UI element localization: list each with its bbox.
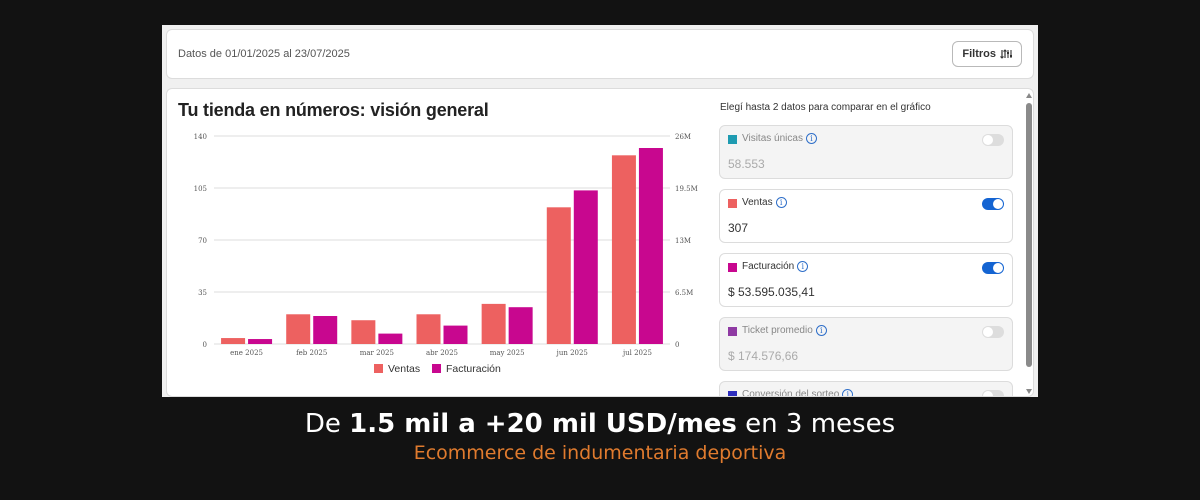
metric-color-swatch — [728, 263, 737, 272]
metric-label: Ticket promedio i — [742, 325, 827, 336]
toggle-knob — [993, 263, 1003, 273]
y-left-tick-label: 140 — [194, 133, 207, 141]
info-icon[interactable]: i — [797, 261, 809, 272]
metric-toggle[interactable] — [982, 198, 1004, 210]
metric-color-swatch — [728, 391, 737, 396]
info-icon[interactable]: i — [815, 325, 827, 336]
y-right-tick-label: 6.5M — [675, 289, 693, 297]
info-icon[interactable]: i — [775, 197, 787, 208]
legend-swatch-ventas — [374, 364, 383, 373]
metric-card[interactable]: Ventas i 307 — [719, 189, 1013, 243]
bar-ventas — [481, 303, 506, 344]
caption-prefix: De — [304, 409, 350, 439]
metric-label-text: Conversión del sorteo — [742, 389, 840, 397]
scroll-thumb[interactable] — [1026, 103, 1032, 367]
metric-label-text: Ticket promedio — [742, 325, 813, 336]
overview-chart: 0 35 70 105 140 0 6.5M 13M 19.5M 26M ene 2025 feb… — [194, 133, 698, 375]
legend-swatch-facturacion — [432, 364, 441, 373]
toggle-knob — [983, 391, 993, 396]
chart-gridlines — [214, 135, 670, 345]
metric-value: 307 — [728, 221, 749, 235]
caption-suffix: en 3 meses — [736, 409, 896, 439]
x-tick-label: ene 2025 — [230, 349, 263, 357]
info-icon[interactable]: i — [842, 389, 854, 396]
sliders-icon — [1000, 49, 1012, 59]
date-filter-bar: Datos de 01/01/2025 al 23/07/2025 Filtro… — [166, 29, 1034, 79]
y-left-tick-label: 105 — [194, 185, 207, 193]
metric-toggle[interactable] — [982, 262, 1004, 274]
metric-label: Ventas i — [742, 197, 787, 208]
bar-facturacion — [378, 333, 403, 344]
x-tick-label: may 2025 — [490, 349, 525, 357]
bar-facturacion — [248, 339, 273, 344]
metric-label-text: Ventas — [742, 197, 773, 208]
caption-headline: De 1.5 mil a +20 mil USD/mes en 3 meses — [0, 409, 1200, 439]
bar-ventas — [416, 314, 441, 344]
scroll-down-arrow-icon[interactable] — [1026, 389, 1032, 394]
x-tick-label: abr 2025 — [426, 349, 458, 357]
y-right-tick-label: 19.5M — [675, 185, 698, 193]
toggle-knob — [993, 199, 1003, 209]
panel-title: Tu tienda en números: visión general — [178, 100, 489, 120]
bar-facturacion — [313, 316, 338, 344]
bar-ventas — [351, 320, 376, 344]
metric-toggle[interactable] — [982, 134, 1004, 146]
metric-card[interactable]: Ticket promedio i $ 174.576,66 — [719, 317, 1013, 371]
bar-facturacion — [508, 307, 533, 344]
metric-label: Visitas únicas i — [742, 133, 817, 144]
metric-color-swatch — [728, 135, 737, 144]
legend-label-facturacion: Facturación — [446, 363, 501, 375]
scrollbar[interactable] — [1023, 89, 1033, 396]
y-left-tick-label: 35 — [198, 289, 207, 297]
bar-ventas — [546, 207, 571, 344]
legend-label-ventas: Ventas — [388, 363, 420, 375]
toggle-knob — [983, 135, 993, 145]
bar-ventas — [286, 314, 311, 344]
metric-value: $ 53.595.035,41 — [728, 285, 815, 299]
metric-label: Conversión del sorteo i — [742, 389, 854, 397]
filters-button[interactable]: Filtros — [952, 41, 1022, 67]
x-tick-label: jun 2025 — [556, 349, 588, 357]
x-tick-label: mar 2025 — [360, 349, 394, 357]
metric-color-swatch — [728, 327, 737, 336]
metric-toggle[interactable] — [982, 390, 1004, 396]
filters-label: Filtros — [962, 48, 996, 60]
compare-title: Elegí hasta 2 datos para comparar en el … — [720, 102, 931, 113]
overview-panel: Tu tienda en números: visión general 0 35… — [166, 88, 1034, 397]
date-range-label: Datos de 01/01/2025 al 23/07/2025 — [178, 48, 350, 60]
chart-bars — [221, 148, 663, 344]
metric-card[interactable]: Conversión del sorteo i — [719, 381, 1013, 397]
bar-facturacion — [443, 325, 468, 344]
bar-facturacion — [573, 190, 598, 344]
metric-card[interactable]: Facturación i $ 53.595.035,41 — [719, 253, 1013, 307]
caption-subtitle: Ecommerce de indumentaria deportiva — [413, 442, 787, 464]
caption-bold: 1.5 mil a +20 mil USD/mes — [349, 409, 737, 439]
scroll-up-arrow-icon[interactable] — [1026, 93, 1032, 98]
metric-color-swatch — [728, 199, 737, 208]
bar-facturacion — [638, 148, 663, 344]
metric-toggle[interactable] — [982, 326, 1004, 338]
toggle-knob — [983, 327, 993, 337]
y-left-tick-label: 70 — [198, 237, 207, 245]
metric-label-text: Visitas únicas — [742, 133, 803, 144]
chart-legend: Ventas Facturación — [374, 363, 501, 375]
metric-label-text: Facturación — [742, 261, 795, 272]
y-right-tick-label: 13M — [675, 237, 691, 245]
metric-value: $ 174.576,66 — [728, 349, 799, 363]
y-right-tick-label: 0 — [675, 341, 679, 349]
right-axis-ticks: 0 6.5M 13M 19.5M 26M — [675, 133, 698, 349]
info-icon[interactable]: i — [805, 133, 817, 144]
bar-ventas — [221, 338, 246, 344]
x-tick-label: jul 2025 — [622, 349, 652, 357]
metric-value: 58.553 — [728, 157, 765, 171]
dashboard-screenshot: Datos de 01/01/2025 al 23/07/2025 Filtro… — [162, 25, 1038, 397]
left-axis-ticks: 0 35 70 105 140 — [194, 133, 207, 349]
x-tick-label: feb 2025 — [296, 349, 327, 357]
y-left-tick-label: 0 — [203, 341, 207, 349]
metric-card[interactable]: Visitas únicas i 58.553 — [719, 125, 1013, 179]
bar-ventas — [611, 155, 636, 344]
x-axis-ticks: ene 2025 feb 2025 mar 2025 abr 2025 may 2025… — [230, 349, 652, 357]
y-right-tick-label: 26M — [675, 133, 691, 141]
metric-label: Facturación i — [742, 261, 809, 272]
